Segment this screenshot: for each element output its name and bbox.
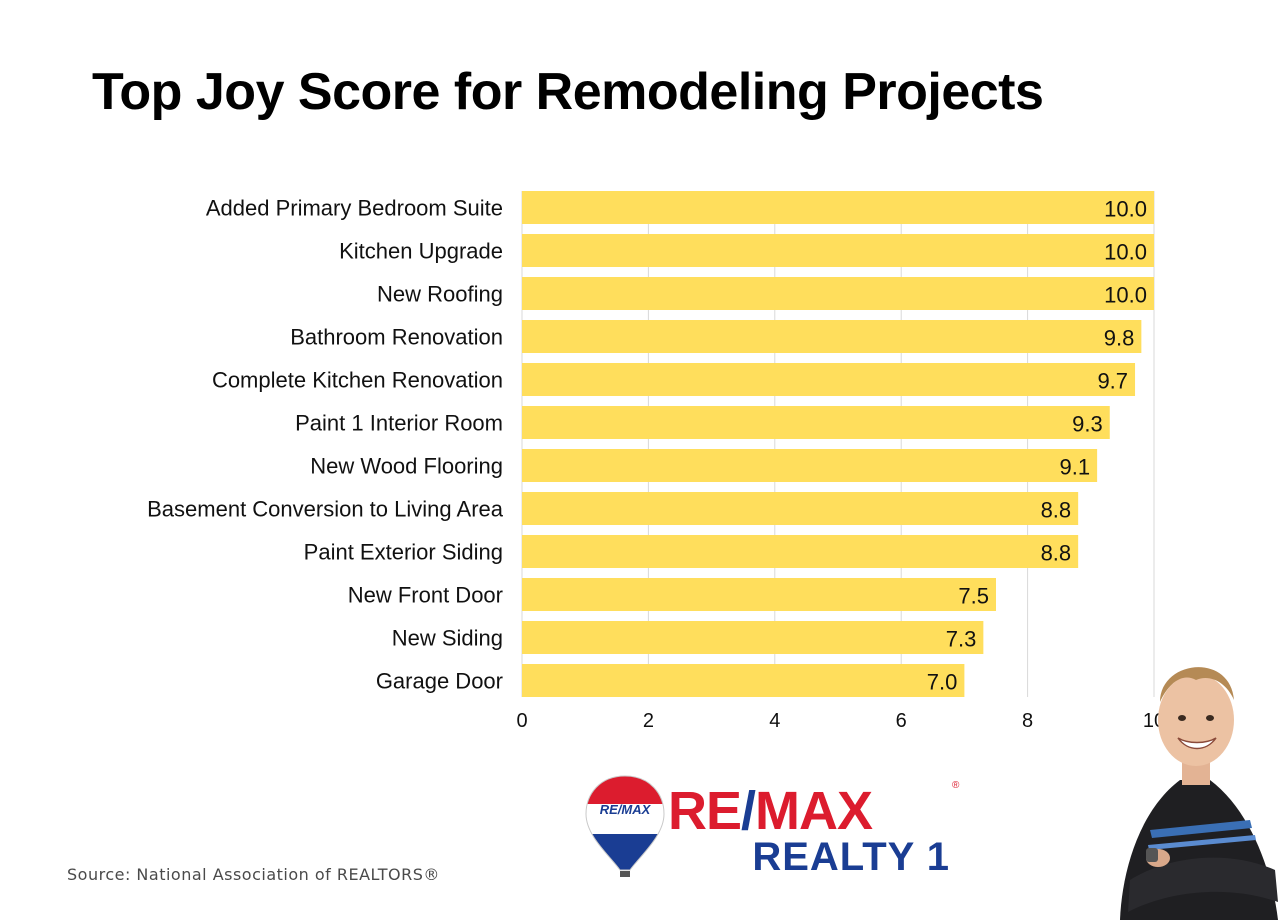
data-label: 7.0 bbox=[927, 670, 958, 695]
x-tick-label: 2 bbox=[643, 710, 654, 732]
remax-logo: RE/MAX RE/MAX ® REALTY 1 bbox=[585, 775, 960, 879]
data-label: 9.1 bbox=[1060, 455, 1091, 480]
category-label: New Siding bbox=[392, 626, 503, 651]
bar bbox=[522, 277, 1154, 310]
brand-max: MAX bbox=[755, 781, 873, 841]
category-label: New Roofing bbox=[377, 282, 503, 307]
brand-slash: / bbox=[741, 781, 756, 841]
bar bbox=[522, 363, 1136, 396]
bar bbox=[522, 320, 1142, 353]
balloon-icon: RE/MAX bbox=[585, 775, 665, 877]
category-label: Complete Kitchen Renovation bbox=[212, 368, 503, 393]
bar bbox=[522, 449, 1098, 482]
data-label: 8.8 bbox=[1041, 541, 1072, 566]
brand-sub: REALTY 1 bbox=[752, 835, 950, 879]
category-label: Basement Conversion to Living Area bbox=[147, 497, 504, 522]
registered-mark: ® bbox=[952, 780, 960, 791]
bar bbox=[522, 191, 1154, 224]
category-label: Paint Exterior Siding bbox=[304, 540, 503, 565]
data-label: 9.7 bbox=[1097, 369, 1128, 394]
data-label: 8.8 bbox=[1041, 498, 1072, 523]
bar bbox=[522, 492, 1079, 525]
data-label: 10.0 bbox=[1104, 197, 1147, 222]
data-label: 9.3 bbox=[1072, 412, 1103, 437]
bar bbox=[522, 621, 984, 654]
category-label: Added Primary Bedroom Suite bbox=[206, 196, 503, 221]
data-label: 10.0 bbox=[1104, 283, 1147, 308]
agent-photo bbox=[1120, 667, 1278, 920]
chart-title: Top Joy Score for Remodeling Projects bbox=[92, 63, 1044, 121]
brand-re: RE bbox=[668, 781, 741, 841]
bar bbox=[522, 535, 1079, 568]
x-tick-label: 8 bbox=[1022, 710, 1033, 732]
balloon-label: RE/MAX bbox=[600, 802, 652, 817]
category-label: Paint 1 Interior Room bbox=[295, 411, 503, 436]
category-label: Garage Door bbox=[376, 669, 503, 694]
source-note: Source: National Association of REALTORS… bbox=[67, 865, 440, 884]
bar bbox=[522, 234, 1154, 267]
bar bbox=[522, 578, 996, 611]
data-label: 7.5 bbox=[958, 584, 989, 609]
data-label: 9.8 bbox=[1104, 326, 1135, 351]
x-tick-label: 6 bbox=[896, 710, 907, 732]
data-label: 10.0 bbox=[1104, 240, 1147, 265]
category-label: Kitchen Upgrade bbox=[339, 239, 503, 264]
bar bbox=[522, 664, 965, 697]
category-label: New Wood Flooring bbox=[310, 454, 503, 479]
category-label: Bathroom Renovation bbox=[290, 325, 503, 350]
svg-text:RE/MAX: RE/MAX bbox=[668, 781, 873, 841]
x-tick-label: 4 bbox=[769, 710, 780, 732]
data-label: 7.3 bbox=[946, 627, 977, 652]
bar bbox=[522, 406, 1110, 439]
category-label: New Front Door bbox=[348, 583, 503, 608]
x-tick-label: 0 bbox=[516, 710, 527, 732]
